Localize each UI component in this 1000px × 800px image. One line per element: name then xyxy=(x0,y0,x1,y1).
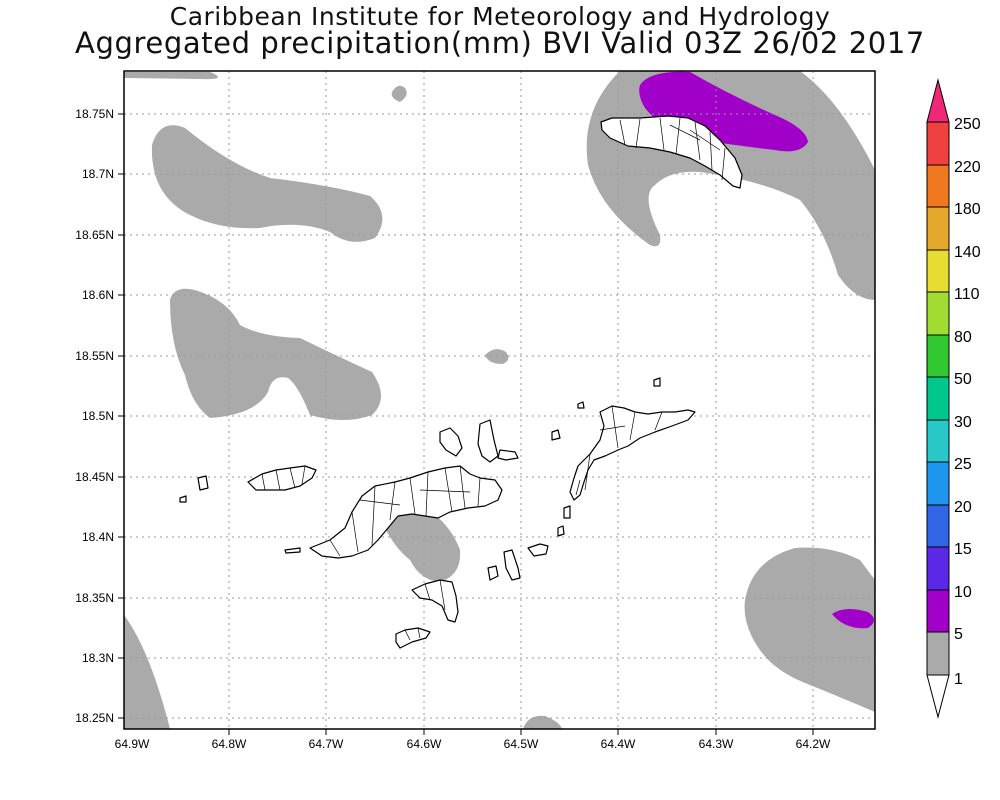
precip-field xyxy=(124,71,875,729)
colorbar-label: 140 xyxy=(954,244,981,261)
lon-label: 64.7W xyxy=(309,737,344,751)
lon-label: 64.9W xyxy=(115,737,150,751)
longitude-labels: 64.9W 64.8W 64.7W 64.6W 64.5W 64.4W 64.3… xyxy=(115,737,831,751)
island-west-tiny xyxy=(179,495,187,503)
colorbar-swatch xyxy=(926,504,950,548)
lon-label: 64.8W xyxy=(212,737,247,751)
lat-label: 18.6N xyxy=(82,288,114,302)
lon-label: 64.5W xyxy=(504,737,539,751)
colorbar-label: 180 xyxy=(954,201,981,218)
map-grid xyxy=(124,71,875,729)
colorbar-labels: 250 220 180 140 110 80 50 30 25 20 15 10… xyxy=(954,116,981,688)
island-virgin-gorda xyxy=(569,405,696,501)
precip-area-bottom-center xyxy=(523,715,562,729)
colorbar-swatch xyxy=(926,376,950,421)
colorbar-swatch xyxy=(926,206,950,251)
island-small-north-2 xyxy=(577,401,585,409)
colorbar-swatch xyxy=(926,164,950,208)
lat-label: 18.75N xyxy=(75,107,114,121)
colorbar-swatch xyxy=(926,419,950,463)
colorbar-swatch xyxy=(926,334,950,378)
precip-area-top-left-edge xyxy=(124,72,218,80)
island-great-camanoe xyxy=(477,419,499,463)
colorbar-label: 110 xyxy=(954,286,980,303)
colorbar-label: 1 xyxy=(954,671,963,688)
island-cooper xyxy=(487,565,499,581)
colorbar-label: 25 xyxy=(954,456,972,473)
colorbar-label: 10 xyxy=(954,584,972,601)
precip-area-small-top xyxy=(391,85,407,102)
island-west-small xyxy=(197,475,209,491)
lat-label: 18.7N xyxy=(82,167,114,181)
island-small-north-1 xyxy=(551,429,561,441)
island-scrub xyxy=(497,449,519,461)
lon-label: 64.4W xyxy=(601,737,636,751)
lon-label: 64.3W xyxy=(699,737,734,751)
colorbar-label: 220 xyxy=(954,159,981,176)
lon-label: 64.6W xyxy=(407,737,442,751)
island-fallen-jerusalem xyxy=(557,525,565,537)
lon-label: 64.2W xyxy=(796,737,831,751)
axis-ticks xyxy=(118,113,814,735)
map-title-product: Aggregated precipitation(mm) BVI Valid 0… xyxy=(75,26,925,60)
island-norman xyxy=(395,627,431,649)
island-salt xyxy=(503,549,521,581)
island-necker xyxy=(653,377,661,387)
precip-area-tortola xyxy=(382,496,461,582)
lat-label: 18.55N xyxy=(75,349,114,363)
colorbar-label: 20 xyxy=(954,499,972,516)
latitude-labels: 18.75N 18.7N 18.65N 18.6N 18.55N 18.5N 1… xyxy=(75,107,114,725)
island-ginger xyxy=(527,543,549,557)
island-small-mid xyxy=(563,505,571,519)
map-frame xyxy=(123,70,876,730)
precip-area-southeast xyxy=(744,547,875,712)
colorbar-swatch xyxy=(926,249,950,293)
colorbar-label: 250 xyxy=(954,116,981,133)
island-tortola xyxy=(309,465,503,559)
precip-area-small-mid xyxy=(485,349,509,364)
colorbar-swatch xyxy=(926,589,950,633)
colorbar-label: 50 xyxy=(954,371,972,388)
precip-area-bottom-left xyxy=(124,615,170,729)
colorbar-swatch xyxy=(926,546,950,591)
precip-area-northwest xyxy=(151,125,383,242)
lat-label: 18.3N xyxy=(82,651,114,665)
lat-label: 18.4N xyxy=(82,530,114,544)
colorbar-swatch xyxy=(926,121,950,166)
colorbar-cap-bottom xyxy=(926,674,950,719)
island-jost-van-dyke xyxy=(247,465,317,491)
colorbar-label: 30 xyxy=(954,414,972,431)
lat-label: 18.5N xyxy=(82,409,114,423)
island-anegada xyxy=(600,115,743,189)
island-little-thatch xyxy=(284,547,301,554)
lat-label: 18.25N xyxy=(75,711,114,725)
colorbar-label: 15 xyxy=(954,541,972,558)
precip-area-west xyxy=(170,288,381,420)
island-boundaries xyxy=(261,117,726,641)
colorbar-label: 5 xyxy=(954,626,963,643)
colorbar-swatch xyxy=(926,461,950,506)
colorbar-swatch xyxy=(926,631,950,676)
lat-label: 18.45N xyxy=(75,470,114,484)
island-guana xyxy=(439,427,463,457)
lat-label: 18.35N xyxy=(75,591,114,605)
colorbar-label: 80 xyxy=(954,329,972,346)
precip-area-purple-southeast xyxy=(832,608,874,629)
lat-label: 18.65N xyxy=(75,228,114,242)
colorbar xyxy=(926,78,950,719)
islands xyxy=(179,115,743,649)
colorbar-swatch xyxy=(926,291,950,336)
map-title-institute: Caribbean Institute for Meteorology and … xyxy=(169,2,831,31)
island-peter xyxy=(411,579,459,623)
colorbar-cap-top xyxy=(926,78,950,123)
